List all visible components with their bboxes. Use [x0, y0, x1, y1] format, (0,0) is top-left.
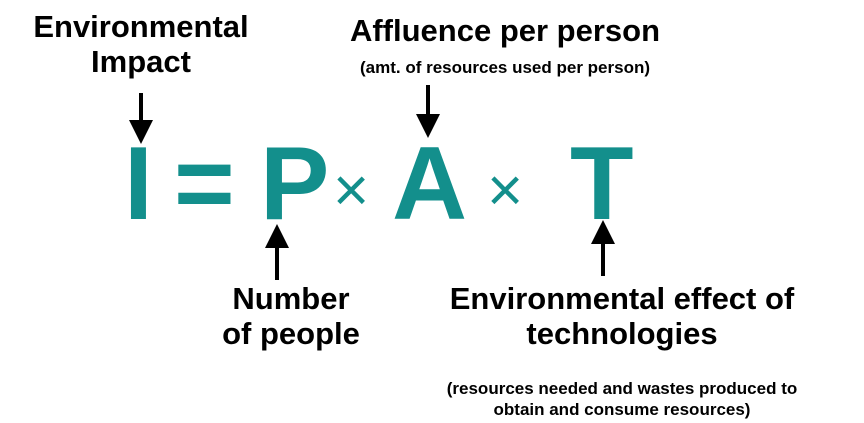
impact-label-line1: Environmental [33, 9, 249, 44]
population-label: Number of people [196, 281, 386, 351]
technology-label-line2: technologies [526, 316, 718, 352]
affluence-title: Affluence per person [349, 13, 661, 48]
technology-symbol: T [570, 126, 634, 242]
times-symbol-2: × [487, 156, 524, 225]
technology-label-line1: Environmental effect of [449, 281, 795, 316]
population-label-line2: of people [222, 316, 360, 352]
affluence-subtitle: (amt. of resources used per person) [359, 58, 651, 77]
technology-note-line2: obtain and consume resources) [493, 400, 751, 420]
affluence-label: Affluence per person [300, 13, 710, 48]
impact-label: Environmental Impact [8, 9, 274, 79]
population-label-line1: Number [232, 281, 350, 316]
affluence-symbol: A [392, 126, 468, 242]
technology-label: Environmental effect of technologies [404, 281, 840, 351]
population-symbol: P [260, 126, 330, 242]
impact-label-line2: Impact [91, 44, 191, 80]
impact-symbol: I [124, 126, 153, 242]
technology-note: (resources needed and wastes produced to… [396, 378, 848, 421]
times-symbol-1: × [333, 156, 370, 225]
technology-note-line1: (resources needed and wastes produced to [446, 379, 798, 398]
equals-symbol: = [174, 126, 235, 242]
